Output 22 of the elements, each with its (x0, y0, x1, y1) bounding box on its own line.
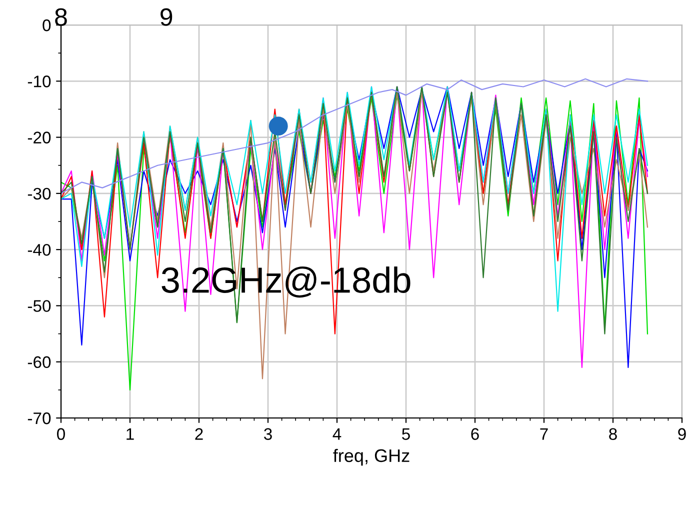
x-tick-label: 9 (678, 428, 686, 440)
x-tick-label: 6 (471, 428, 479, 440)
y-tick-label: -10 (28, 76, 51, 88)
y-tick-label: -20 (28, 132, 51, 144)
x-axis-title: freq, GHz (333, 448, 410, 466)
y-tick-label: 0 (42, 19, 51, 32)
y-tick-label: -70 (28, 412, 51, 424)
y-tick-label: -50 (28, 300, 51, 312)
annotation: 9 (160, 8, 172, 26)
x-tick-label: 3 (264, 428, 272, 440)
annotation: 8 (55, 8, 67, 26)
x-tick-label: 0 (57, 428, 65, 440)
x-tick-label: 2 (195, 428, 203, 440)
x-tick-label: 8 (609, 428, 617, 440)
y-tick-label: -60 (28, 356, 51, 368)
x-tick-label: 7 (540, 428, 548, 440)
x-tick-label: 4 (332, 428, 342, 440)
x-tick-label: 5 (402, 428, 410, 440)
y-tick-label: -30 (28, 188, 51, 200)
x-tick-label: 1 (126, 428, 134, 440)
line-series (61, 78, 648, 194)
y-tick-label: -40 (28, 244, 51, 256)
